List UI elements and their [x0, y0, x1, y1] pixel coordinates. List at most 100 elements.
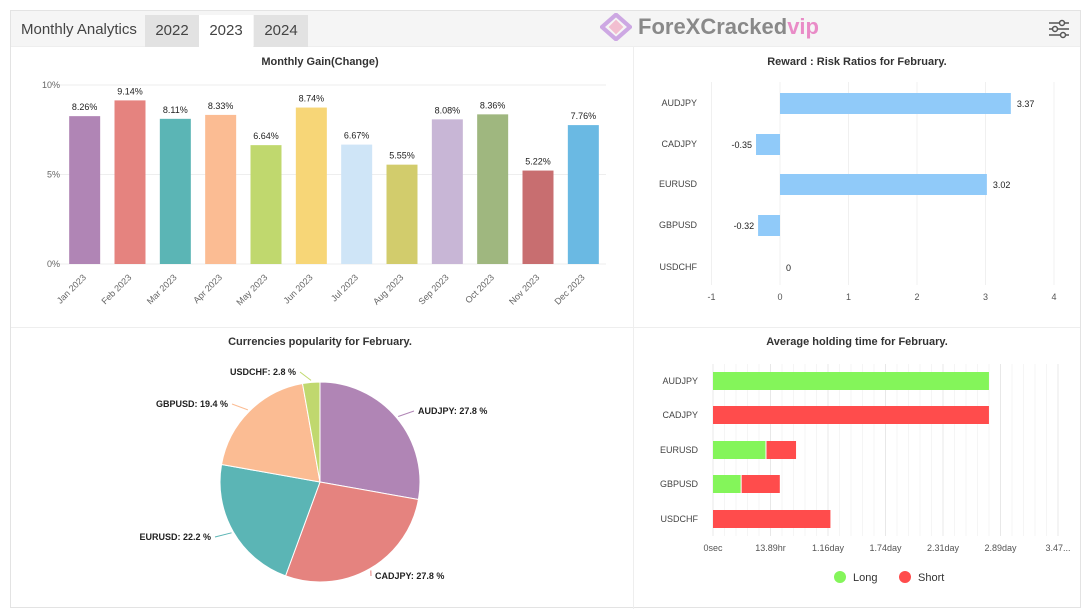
x-tick-label: Dec 2023 — [552, 272, 586, 306]
y-tick-label: AUDJPY — [661, 98, 697, 108]
reward-risk-title: Reward : Risk Ratios for February. — [767, 56, 947, 68]
bar — [114, 100, 146, 264]
legend-marker — [834, 571, 846, 583]
x-tick-label: 2 — [914, 292, 919, 302]
x-tick-label: Jan 2023 — [55, 272, 88, 305]
pie-slice — [220, 382, 321, 483]
bar — [159, 118, 191, 265]
x-tick-label: -1 — [707, 292, 715, 302]
bar — [756, 134, 780, 155]
data-label: 8.26% — [72, 102, 98, 112]
leader-line — [214, 532, 232, 538]
bar — [205, 114, 237, 264]
logo-icon — [600, 13, 632, 41]
data-label: 5.55% — [389, 151, 415, 161]
x-tick-label: 2.31day — [927, 543, 960, 553]
x-tick-label: 3.47... — [1045, 543, 1070, 553]
pie-label: EURUSD: 22.2 % — [139, 532, 211, 542]
bar-short — [766, 441, 797, 459]
y-tick-label: 10% — [42, 80, 60, 90]
holding-time-chart: 0sec 13.89hr 1.16day 1.74day 2.31day 2.89day 3… — [660, 364, 1071, 584]
bar-long — [713, 475, 741, 493]
leader-line — [231, 403, 249, 411]
legend-marker — [899, 571, 911, 583]
x-tick-label: 0 — [777, 292, 782, 302]
popularity-pie-chart: AUDJPY: 27.8 % CADJPY: 27.8 % EURUSD: 22.2… — [139, 367, 487, 583]
pie-label: CADJPY: 27.8 % — [375, 571, 444, 581]
leader-line — [398, 410, 415, 417]
bar — [386, 164, 418, 264]
y-tick-label: CADJPY — [662, 410, 698, 420]
data-label: 6.64% — [253, 131, 279, 141]
leader-line — [299, 371, 312, 381]
x-tick-label: 0sec — [703, 543, 723, 553]
data-label: -0.32 — [734, 221, 755, 231]
popularity-title: Currencies popularity for February. — [228, 336, 412, 348]
pie-slice — [301, 381, 321, 483]
panel-title: Monthly Analytics — [21, 21, 137, 38]
bar — [250, 145, 282, 264]
x-tick-label: Sep 2023 — [416, 272, 450, 306]
x-tick-label: Mar 2023 — [145, 272, 179, 306]
pie-label: GBPUSD: 19.4 % — [156, 399, 228, 409]
bar — [780, 93, 1011, 114]
data-label: -0.35 — [732, 140, 753, 150]
sliders-icon[interactable] — [1048, 18, 1070, 45]
x-tick-label: 4 — [1051, 292, 1056, 302]
watermark-suffix: vip — [787, 14, 819, 39]
y-tick-label: USDCHF — [660, 262, 698, 272]
bar-short — [741, 475, 780, 493]
tab-2024[interactable]: 2024 — [254, 15, 308, 47]
y-tick-label: 0% — [47, 259, 60, 269]
y-tick-label: AUDJPY — [662, 376, 698, 386]
x-tick-label: 1.74day — [869, 543, 902, 553]
watermark-logo: ForeXCrackedvip — [600, 12, 819, 42]
data-label: 9.14% — [117, 86, 143, 96]
y-tick-label: CADJPY — [661, 139, 697, 149]
y-tick-label: 5% — [47, 170, 60, 180]
y-tick-label: USDCHF — [661, 514, 699, 524]
y-tick-label: EURUSD — [660, 445, 699, 455]
bar — [758, 215, 780, 236]
data-label: 3.02 — [993, 180, 1011, 190]
bar — [567, 125, 599, 264]
pie-slice — [319, 381, 421, 501]
x-tick-label: May 2023 — [234, 272, 269, 307]
pie-label: AUDJPY: 27.8 % — [418, 406, 487, 416]
bar — [780, 174, 987, 195]
x-tick-label: Nov 2023 — [507, 272, 541, 306]
legend-label: Short — [918, 572, 944, 584]
pie-slice — [219, 463, 321, 577]
y-tick-label: GBPUSD — [659, 220, 698, 230]
pie-slice — [284, 481, 420, 583]
x-tick-label: Feb 2023 — [99, 272, 133, 306]
divider — [633, 47, 634, 609]
data-label: 8.36% — [480, 100, 506, 110]
data-label: 8.08% — [435, 105, 461, 115]
x-tick-label: Oct 2023 — [463, 272, 496, 305]
data-label: 0 — [786, 263, 791, 273]
x-tick-label: Aug 2023 — [371, 272, 405, 306]
data-label: 3.37 — [1017, 99, 1035, 109]
x-tick-label: 3 — [983, 292, 988, 302]
x-tick-label: Apr 2023 — [191, 272, 224, 305]
bar — [295, 107, 327, 264]
bar — [431, 119, 463, 264]
tab-2023[interactable]: 2023 — [199, 15, 253, 47]
bar-short — [713, 406, 989, 424]
x-tick-label: 1.16day — [812, 543, 845, 553]
bar-long — [713, 441, 766, 459]
bar-long — [713, 372, 989, 390]
reward-risk-chart: -1 0 1 2 3 4 AUDJPY 3.37 CADJPY -0.35 EURUSD 3.02 GB… — [659, 82, 1057, 302]
data-label: 6.67% — [344, 131, 370, 141]
x-tick-label: 1 — [846, 292, 851, 302]
y-tick-label: GBPUSD — [660, 479, 699, 489]
x-tick-label: Jul 2023 — [329, 272, 360, 303]
y-tick-label: EURUSD — [659, 179, 698, 189]
data-label: 8.74% — [299, 94, 325, 104]
watermark-text: ForeXCracked — [638, 14, 788, 39]
data-label: 5.22% — [525, 157, 551, 167]
x-tick-label: 2.89day — [984, 543, 1017, 553]
tab-2022[interactable]: 2022 — [145, 15, 199, 47]
